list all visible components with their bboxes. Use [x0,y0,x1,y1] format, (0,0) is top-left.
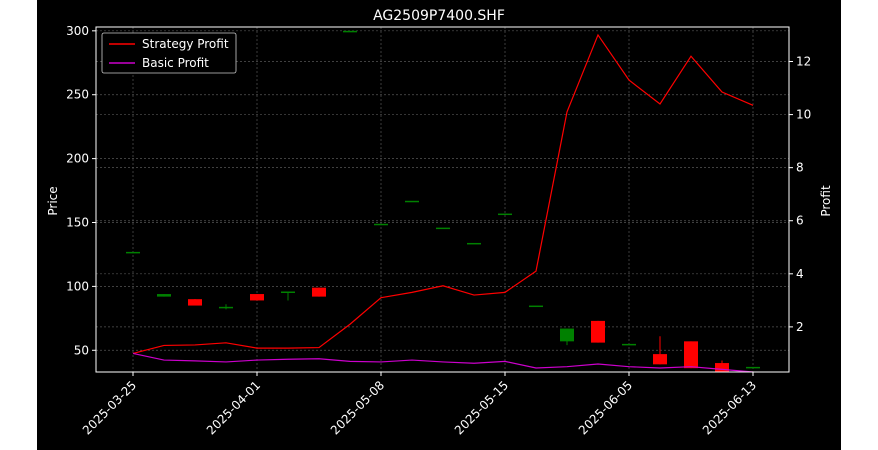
y-tick-label: 150 [66,216,89,230]
legend-label: Basic Profit [142,56,209,70]
candle-body [591,320,605,343]
y-tick-label: 300 [66,24,89,38]
series-line-basic-profit [132,352,754,373]
candles [126,30,760,372]
candle-body [715,363,729,372]
candle-body [188,299,202,306]
y2-tick-label: 12 [796,55,811,69]
y2-tick-label: 8 [796,161,804,175]
y-axis-label: Price [46,186,60,215]
y2-axis-label: Profit [819,185,833,217]
series-line-strategy-profit [132,33,754,355]
candle-body [498,213,512,216]
candle-body [343,30,357,33]
candle-body [560,328,574,342]
profit-lines [132,33,754,373]
grid-lines [96,27,789,372]
y2-tick-label: 4 [796,267,804,281]
candle-body [374,223,388,226]
candle-body [312,287,326,297]
legend-label: Strategy Profit [142,37,229,51]
legend-box [101,32,237,74]
candle-body [684,341,698,369]
candle-body [622,343,636,346]
candle-body [746,366,760,369]
candle-body [529,305,543,308]
y-tick-label: 100 [66,279,89,293]
candle-body [405,200,419,203]
y2-tick-label: 6 [796,214,804,228]
candle-body [436,227,450,230]
figure-background-right [841,0,878,450]
candle-body [157,294,171,297]
legend: Strategy Profit Basic Profit [101,32,237,74]
y2-tick-label: 2 [796,320,804,334]
figure-background-left [0,0,37,450]
y-tick-label: 50 [74,343,89,357]
candle-body [250,294,264,301]
chart-title: AG2509P7400.SHF [373,8,505,24]
y2-tick-label: 10 [796,108,811,122]
candle-body [219,306,233,309]
candle-body [126,251,140,254]
candle-body [467,242,481,245]
candle-body [281,291,295,293]
candle-body [653,354,667,365]
y-tick-label: 200 [66,152,89,166]
plot-frame [95,26,790,373]
y-tick-label: 250 [66,88,89,102]
